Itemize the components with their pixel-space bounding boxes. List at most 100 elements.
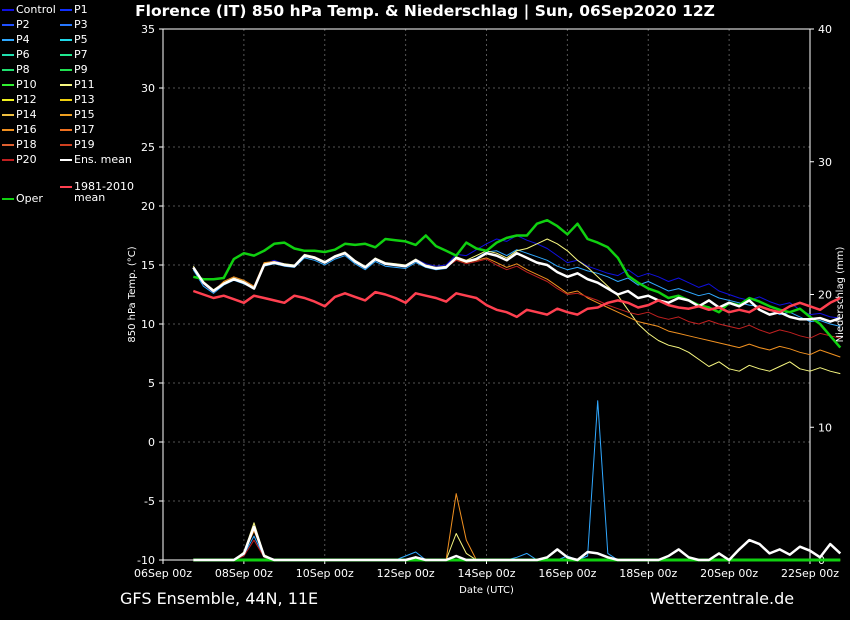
legend-label: P6: [16, 48, 30, 61]
legend-label: P14: [16, 108, 37, 121]
y-tick-label: 35: [141, 23, 155, 36]
legend-item-p1: P1: [60, 4, 88, 15]
y-tick-label: -5: [144, 495, 155, 508]
legend-label: P7: [74, 48, 88, 61]
legend-swatch: [2, 114, 14, 116]
series-temp-oper: [193, 218, 842, 349]
legend-swatch: [2, 198, 14, 200]
legend-item-p6: P6: [2, 49, 30, 60]
legend-swatch: [60, 24, 72, 26]
legend-swatch: [60, 99, 72, 101]
legend-item-p10: P10: [2, 79, 37, 90]
y-tick-label: 10: [141, 318, 155, 331]
y-tick-label: 30: [141, 82, 155, 95]
legend-item-1981-2010-mean: 1981-2010 mean: [60, 181, 154, 203]
series-temp-p11: [192, 238, 841, 375]
legend-swatch: [60, 144, 72, 146]
legend-label: Ens. mean: [74, 153, 132, 166]
y2-tick-label: 10: [818, 421, 832, 434]
y2-tick-label: 30: [818, 156, 832, 169]
y-tick-label: 15: [141, 259, 155, 272]
legend-swatch: [2, 84, 14, 86]
legend-item-p5: P5: [60, 34, 88, 45]
legend-swatch: [60, 69, 72, 71]
legend-swatch: [60, 159, 72, 161]
legend-label: P16: [16, 123, 37, 136]
legend-swatch: [60, 54, 72, 56]
y-tick-label: 0: [148, 436, 155, 449]
legend-swatch: [60, 39, 72, 41]
legend-swatch: [60, 129, 72, 131]
x-tick-label: 20Sep 00z: [700, 567, 758, 580]
series-precip-p4: [193, 400, 841, 561]
x-tick-label: 08Sep 00z: [215, 567, 273, 580]
legend-label: P5: [74, 33, 88, 46]
legend-item-p12: P12: [2, 94, 37, 105]
legend-swatch: [2, 9, 14, 11]
legend-label: P1: [74, 3, 88, 16]
legend-swatch: [60, 84, 72, 86]
legend-swatch: [2, 39, 14, 41]
y2-axis-label: Niederschlag (mm): [835, 247, 846, 343]
legend-item-control: Control: [2, 4, 56, 15]
legend: Control P1 P2 P3 P4 P5 P6 P7 P8 P9 P10 P11 P12 P13 P14…: [0, 0, 170, 230]
footer-source: Wetterzentrale.de: [650, 589, 795, 608]
legend-item-p16: P16: [2, 124, 37, 135]
legend-label: P12: [16, 93, 37, 106]
legend-label: P13: [74, 93, 95, 106]
legend-label: P4: [16, 33, 30, 46]
legend-item-p19: P19: [60, 139, 95, 150]
legend-swatch: [60, 9, 72, 11]
legend-item-p11: P11: [60, 79, 95, 90]
legend-item-p17: P17: [60, 124, 95, 135]
legend-item-p18: P18: [2, 139, 37, 150]
legend-swatch: [60, 114, 72, 116]
legend-label: P17: [74, 123, 95, 136]
legend-swatch: [2, 54, 14, 56]
y2-tick-label: 20: [818, 289, 832, 302]
legend-item-p15: P15: [60, 109, 95, 120]
legend-item-p8: P8: [2, 64, 30, 75]
x-tick-label: 16Sep 00z: [538, 567, 596, 580]
y-axis-label: 850 hPa Temp. (°C): [127, 246, 138, 342]
legend-label: P19: [74, 138, 95, 151]
series-temp-control: [192, 235, 841, 319]
y-tick-label: -10: [137, 554, 155, 567]
legend-label: P20: [16, 153, 37, 166]
series-precip-p11: [193, 522, 841, 561]
legend-item-ens-mean: Ens. mean: [60, 154, 132, 165]
legend-label: P2: [16, 18, 30, 31]
legend-item-p13: P13: [60, 94, 95, 105]
legend-label: P8: [16, 63, 30, 76]
series-precip-p16: [193, 493, 841, 561]
legend-swatch: [2, 129, 14, 131]
x-axis-label: Date (UTC): [459, 585, 514, 596]
x-tick-label: 22Sep 00z: [781, 567, 839, 580]
x-tick-label: 10Sep 00z: [296, 567, 354, 580]
legend-item-p4: P4: [2, 34, 30, 45]
legend-item-p14: P14: [2, 109, 37, 120]
legend-label: P9: [74, 63, 88, 76]
x-tick-label: 18Sep 00z: [619, 567, 677, 580]
legend-item-p9: P9: [60, 64, 88, 75]
legend-item-p2: P2: [2, 19, 30, 30]
series-precip-ens-mean: [193, 525, 842, 562]
legend-label: P10: [16, 78, 37, 91]
legend-swatch: [2, 24, 14, 26]
y-tick-label: 25: [141, 141, 155, 154]
legend-item-p7: P7: [60, 49, 88, 60]
x-tick-label: 06Sep 00z: [134, 567, 192, 580]
chart-title: Florence (IT) 850 hPa Temp. & Niederschl…: [135, 2, 715, 20]
series-temp-p4: [192, 249, 841, 327]
x-tick-label: 12Sep 00z: [377, 567, 435, 580]
legend-item-p20: P20: [2, 154, 37, 165]
legend-swatch: [2, 144, 14, 146]
legend-item-p3: P3: [60, 19, 88, 30]
legend-label: P15: [74, 108, 95, 121]
legend-label: P3: [74, 18, 88, 31]
legend-swatch: [2, 99, 14, 101]
y2-tick-label: 40: [818, 23, 832, 36]
y-tick-label: 20: [141, 200, 155, 213]
x-tick-label: 14Sep 00z: [458, 567, 516, 580]
